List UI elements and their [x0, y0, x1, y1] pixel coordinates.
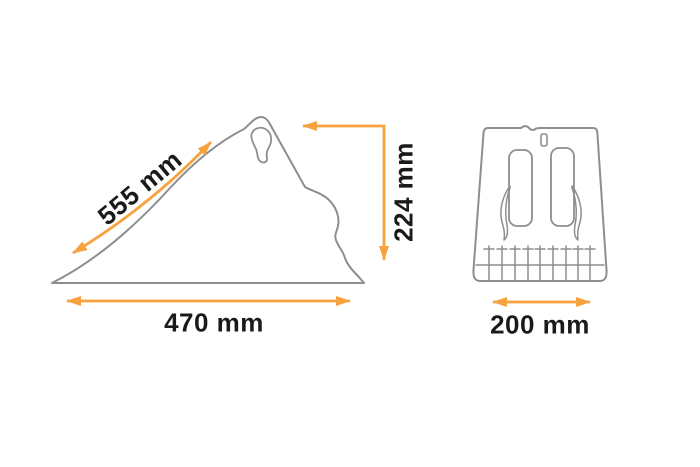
- rear-rib-left: [508, 149, 533, 227]
- rear-flourish-right: [571, 185, 582, 241]
- rear-flourish-left: [500, 185, 511, 241]
- outline-layer: [51, 115, 608, 284]
- chock-side-view-outline: [51, 115, 365, 284]
- rear-rib-right: [550, 147, 575, 227]
- rear-tread-grid: [475, 245, 605, 282]
- handle-hole-outline: [250, 126, 273, 164]
- height-dimension-arrow: [302, 121, 389, 261]
- base-dimension-label: 470 mm: [164, 307, 264, 338]
- tread-vertical-lines: [488, 245, 591, 282]
- height-dimension-label: 224 mm: [388, 142, 419, 242]
- width-dimension-label: 200 mm: [490, 309, 590, 340]
- chock-rear-view-outline: [472, 125, 608, 282]
- rear-top-slot: [540, 133, 548, 147]
- slope-dimension-arrow: [72, 141, 213, 255]
- dimension-layer: [66, 121, 591, 307]
